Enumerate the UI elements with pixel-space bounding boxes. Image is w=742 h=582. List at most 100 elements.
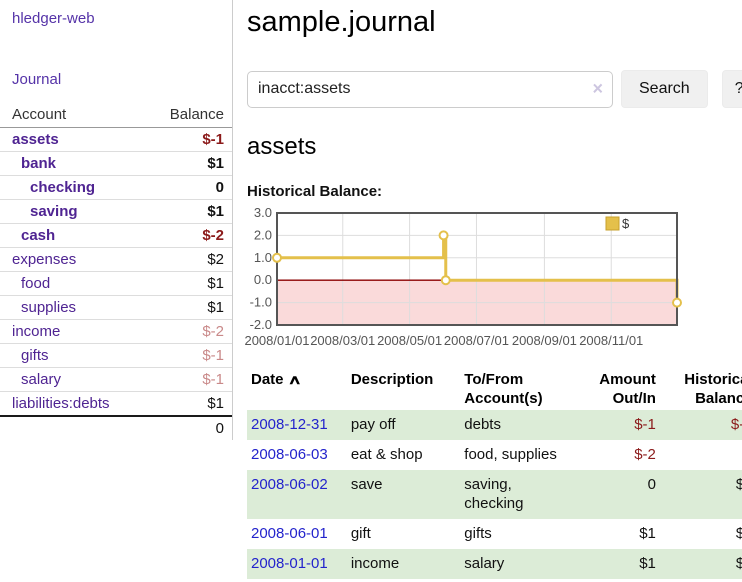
svg-text:2008/01/01: 2008/01/01	[244, 333, 309, 348]
chart-title: Historical Balance:	[247, 183, 383, 200]
accounts-header-row: Account Balance	[0, 103, 232, 128]
register-date-cell: 2008-06-03	[247, 440, 347, 470]
register-amount: 0	[647, 476, 656, 493]
account-name-cell: checking	[0, 175, 143, 200]
account-balance: $2	[142, 247, 232, 272]
account-link[interactable]: checking	[30, 179, 96, 196]
register-header-amount: Amount Out/In	[599, 371, 656, 407]
account-row: checking 0	[0, 175, 232, 200]
svg-text:3.0: 3.0	[254, 205, 272, 220]
svg-text:1.0: 1.0	[254, 250, 272, 265]
search-input[interactable]	[247, 70, 613, 108]
accounts-header-account: Account	[0, 103, 143, 128]
transaction-date-link[interactable]: 2008-06-02	[251, 476, 328, 493]
sidebar-item-journal[interactable]: Journal	[12, 71, 62, 88]
register-date-cell: 2008-06-02	[247, 470, 347, 519]
accounts-total-spacer	[0, 415, 143, 440]
register-balance: $-1	[730, 416, 742, 433]
account-link[interactable]: salary	[21, 371, 62, 388]
account-link[interactable]: food	[21, 275, 51, 292]
page-title: sample.journal	[247, 6, 436, 38]
transaction-date-link[interactable]: 2008-06-01	[251, 525, 328, 542]
register-description: gift	[350, 525, 371, 542]
register-balance: 0	[660, 440, 742, 470]
register-amount: $1	[639, 525, 656, 542]
app-title-link[interactable]: hledger-web	[12, 10, 95, 27]
transaction-date-link[interactable]: 2008-12-31	[251, 416, 328, 433]
account-name-cell: bank	[0, 151, 143, 176]
date-header-label: Date	[251, 371, 284, 388]
historical-balance-chart: $3.0 2.0 1.0 0.0 -1.0 -2.0 2008/01/01 2008/03/0…	[244, 205, 742, 355]
main-content: sample.journal × Search ? assets Histori…	[233, 0, 742, 579]
clear-search-icon[interactable]: ×	[592, 78, 603, 99]
register-header-date[interactable]: Date ∧	[247, 368, 347, 410]
account-balance: $-1	[142, 343, 232, 368]
account-row: food $1	[0, 271, 232, 296]
transaction-date-link[interactable]: 2008-06-03	[251, 446, 328, 463]
transaction-date-link[interactable]: 2008-01-01	[251, 555, 328, 572]
account-name-cell: supplies	[0, 295, 143, 320]
accounts-total-value: 0	[142, 415, 232, 440]
register-row: 2008-06-03 eat & shop food, supplies $-20	[247, 440, 742, 470]
search-form: × Search ?	[247, 70, 742, 108]
register-balance: $2	[735, 525, 742, 542]
register-description: pay off	[350, 416, 396, 433]
account-link[interactable]: cash	[21, 227, 56, 244]
account-link[interactable]: liabilities:debts	[12, 395, 110, 412]
account-balance: 0	[142, 175, 232, 200]
register-amount: $-1	[634, 416, 656, 433]
register-table: Date ∧ Description To/From Account(s) Amo…	[247, 368, 742, 579]
register-accounts: saving, checking	[464, 476, 524, 512]
account-row: salary $-1	[0, 367, 232, 392]
account-balance: $-1	[142, 127, 232, 152]
account-name-cell: cash	[0, 223, 143, 248]
account-link[interactable]: gifts	[21, 347, 49, 364]
account-name-cell: expenses	[0, 247, 143, 272]
svg-text:2008/05/01: 2008/05/01	[377, 333, 442, 348]
register-date-cell: 2008-12-31	[247, 410, 347, 440]
account-row: assets $-1	[0, 127, 232, 152]
account-link[interactable]: saving	[30, 203, 78, 220]
svg-text:2008/11/01: 2008/11/01	[579, 333, 643, 348]
register-date-cell: 2008-06-01	[247, 519, 347, 549]
register-balance: $1	[735, 555, 742, 572]
svg-text:2008/03/01: 2008/03/01	[310, 333, 375, 348]
account-name-cell: income	[0, 319, 143, 344]
search-button[interactable]: Search	[621, 70, 708, 108]
account-balance: $1	[142, 295, 232, 320]
sort-ascending-icon: ∧	[287, 372, 302, 387]
account-link[interactable]: income	[12, 323, 61, 340]
account-balance: $-2	[142, 319, 232, 344]
account-heading: assets	[247, 133, 317, 160]
svg-text:-1.0: -1.0	[250, 295, 272, 310]
account-link[interactable]: supplies	[21, 299, 77, 316]
account-balance: $1	[142, 151, 232, 176]
register-amount: $-2	[634, 446, 656, 463]
account-balance: $-2	[142, 223, 232, 248]
accounts-total-row: 0	[0, 415, 232, 440]
register-row: 2008-06-01 gift gifts $1 $2	[247, 519, 742, 549]
accounts-table: Account Balance assets $-1 bank $1 checking 0…	[0, 103, 232, 440]
svg-text:2.0: 2.0	[254, 227, 272, 242]
account-link[interactable]: expenses	[12, 251, 77, 268]
account-name-cell: gifts	[0, 343, 143, 368]
register-header-description: Description	[350, 371, 434, 388]
register-description: eat & shop	[350, 446, 423, 463]
account-row: cash $-2	[0, 223, 232, 248]
account-name-cell: salary	[0, 367, 143, 392]
account-name-cell: food	[0, 271, 143, 296]
register-description: income	[350, 555, 400, 572]
register-row: 2008-12-31 pay off debts $-1 $-1	[247, 410, 742, 440]
accounts-header-balance: Balance	[142, 103, 232, 128]
account-link[interactable]: assets	[12, 131, 59, 148]
register-description: save	[350, 476, 383, 493]
help-button[interactable]: ?	[721, 70, 742, 108]
account-row: supplies $1	[0, 295, 232, 320]
account-name-cell: liabilities:debts	[0, 392, 142, 417]
search-input-wrap: ×	[247, 70, 613, 108]
svg-text:2008/07/01: 2008/07/01	[444, 333, 509, 348]
account-row: gifts $-1	[0, 343, 232, 368]
account-row: saving $1	[0, 199, 232, 224]
account-link[interactable]: bank	[21, 155, 57, 172]
